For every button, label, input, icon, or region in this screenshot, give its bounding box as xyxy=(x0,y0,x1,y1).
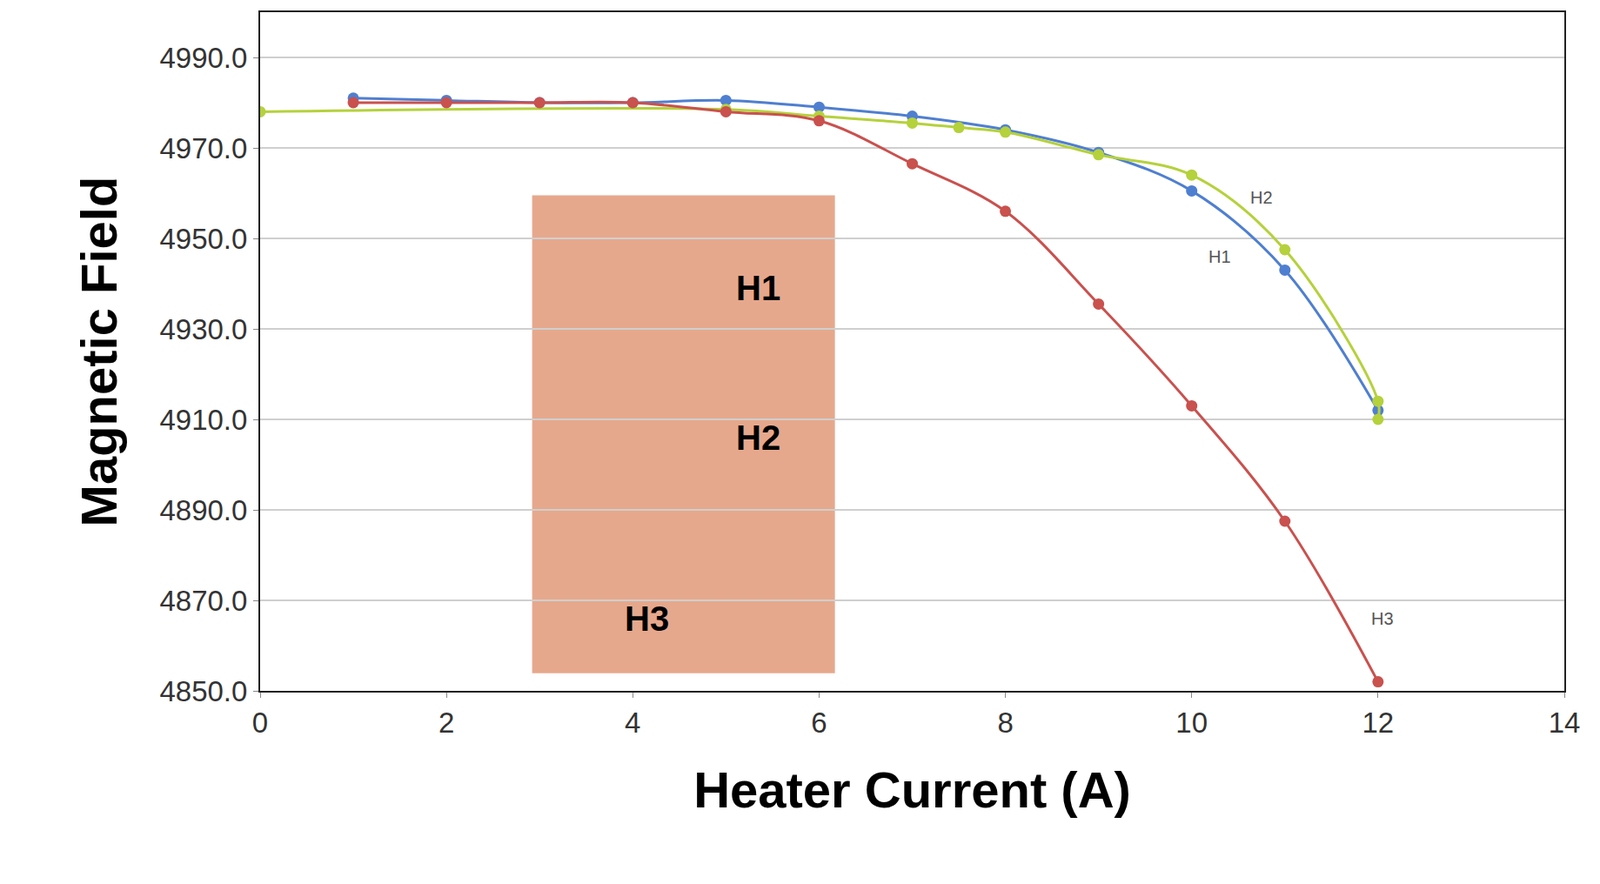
svg-text:4990.0: 4990.0 xyxy=(159,41,248,74)
svg-text:Heater Current (A): Heater Current (A) xyxy=(693,761,1132,818)
svg-text:10: 10 xyxy=(1175,706,1208,739)
svg-text:2: 2 xyxy=(438,706,455,739)
svg-text:H1: H1 xyxy=(1208,247,1232,267)
svg-text:H3: H3 xyxy=(624,599,670,638)
svg-text:H1: H1 xyxy=(736,268,781,308)
svg-text:Magnetic Field: Magnetic Field xyxy=(70,176,128,528)
svg-text:14: 14 xyxy=(1548,706,1581,739)
svg-text:H2: H2 xyxy=(1250,187,1273,208)
svg-text:4870.0: 4870.0 xyxy=(159,584,248,617)
svg-text:8: 8 xyxy=(997,706,1013,739)
svg-text:4: 4 xyxy=(624,706,641,739)
svg-text:0: 0 xyxy=(252,706,268,739)
svg-text:H2: H2 xyxy=(736,418,781,457)
svg-text:4910.0: 4910.0 xyxy=(159,403,248,436)
svg-text:4950.0: 4950.0 xyxy=(159,222,248,255)
svg-text:12: 12 xyxy=(1362,706,1395,739)
svg-text:4970.0: 4970.0 xyxy=(159,132,248,165)
svg-text:4930.0: 4930.0 xyxy=(159,313,248,346)
svg-text:4850.0: 4850.0 xyxy=(159,675,248,708)
svg-text:6: 6 xyxy=(810,706,827,739)
svg-text:H3: H3 xyxy=(1371,609,1394,629)
svg-text:4890.0: 4890.0 xyxy=(159,494,248,527)
